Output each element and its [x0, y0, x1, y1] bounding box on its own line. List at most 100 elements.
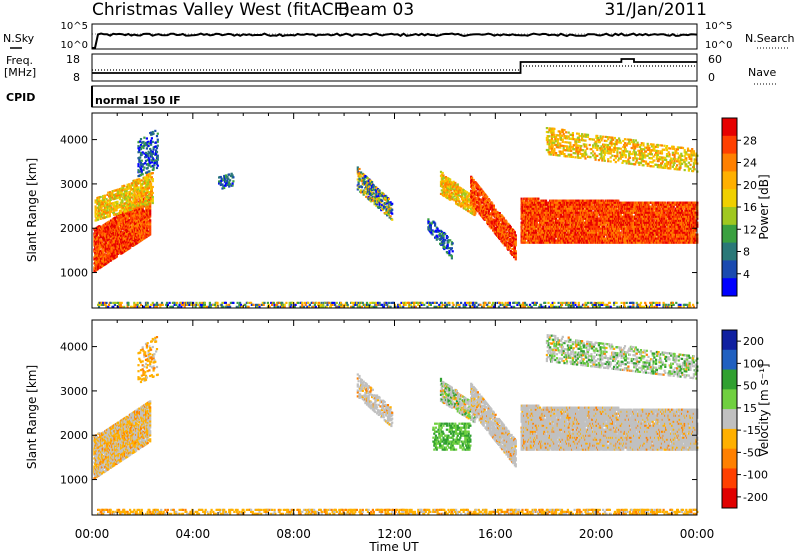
scatter-cell [103, 208, 106, 211]
scatter-cell [125, 220, 128, 223]
scatter-cell [131, 208, 134, 211]
scatter-cell [144, 159, 148, 162]
scatter-cell [95, 238, 98, 241]
scatter-cell [130, 196, 133, 199]
scatter-cell [95, 234, 98, 237]
scatter-cell [133, 191, 136, 194]
scatter-cell [142, 146, 145, 150]
scatter-cell [149, 231, 152, 234]
scatter-cell [391, 218, 394, 221]
scatter-cell [141, 201, 144, 204]
scatter-cell [482, 191, 485, 194]
scatter-cell [108, 201, 111, 204]
scatter-cell [382, 193, 385, 196]
scatter-cell [533, 239, 536, 242]
scatter-cell [461, 192, 464, 195]
scatter-cell [138, 150, 141, 153]
scatter-cell [107, 258, 110, 262]
scatter-cell [435, 238, 438, 241]
scatter-cell [146, 203, 149, 206]
scatter-cell [101, 213, 104, 216]
scatter-cell [125, 197, 128, 201]
scatter-cell [358, 175, 361, 179]
scatter-cell [120, 218, 123, 221]
scatter-cell [440, 175, 443, 178]
scatter-cell [137, 169, 140, 172]
scatter-cell [134, 203, 137, 206]
scatter-cell [229, 179, 232, 182]
scatter-cell [113, 195, 116, 198]
scatter-cell [128, 201, 131, 204]
scatter-cell [149, 180, 152, 183]
scatter-cell [149, 202, 152, 205]
scatter-cell [145, 201, 148, 204]
scatter-cell [142, 180, 145, 183]
scatter-cell [505, 228, 508, 231]
scatter-cell [441, 177, 444, 181]
nsky-panel: 10^5 10^0 10^5 10^0 [61, 21, 733, 51]
scatter-cell [150, 165, 153, 168]
scatter-cell [486, 213, 489, 217]
scatter-cell [124, 196, 127, 199]
scatter-cell [459, 189, 462, 192]
scatter-cell [146, 167, 149, 170]
scatter-cell [131, 182, 134, 185]
scatter-cell [134, 201, 137, 204]
scatter-cell [132, 199, 135, 202]
scatter-cell [99, 217, 102, 220]
scatter-cell [465, 191, 469, 194]
scatter-cell [528, 197, 531, 200]
scatter-cell [470, 175, 473, 178]
scatter-cell [514, 252, 517, 255]
scatter-cell [385, 195, 388, 198]
scatter-cell [120, 195, 123, 198]
scatter-cell [431, 233, 434, 236]
scatter-cell [148, 164, 151, 167]
scatter-cell [108, 220, 111, 223]
scatter-cell [539, 225, 542, 228]
scatter-cell [123, 184, 126, 187]
scatter-cell [120, 216, 123, 219]
scatter-cell [96, 242, 99, 245]
scatter-cell [139, 193, 142, 196]
scatter-cell [597, 225, 600, 228]
scatter-cell [126, 238, 129, 241]
scatter-cell [456, 195, 459, 198]
scatter-cell [131, 194, 134, 197]
scatter-cell [95, 209, 98, 212]
scatter-cell [481, 201, 484, 204]
scatter-cell [147, 140, 150, 143]
scatter-cell [115, 193, 118, 196]
scatter-cell [371, 185, 374, 188]
scatter-cell [102, 248, 105, 251]
scatter-cell [439, 232, 442, 235]
scatter-cell [148, 191, 151, 194]
scatter-cell [526, 229, 529, 232]
scatter-cell [581, 227, 585, 230]
scatter-cell [378, 203, 381, 206]
scatter-cell [130, 238, 133, 241]
scatter-cell [156, 164, 159, 167]
scatter-cell [139, 170, 142, 173]
scatter-cell [446, 252, 449, 255]
scatter-cell [115, 209, 118, 212]
scatter-cell [134, 179, 137, 182]
scatter-cell [138, 148, 141, 151]
scatter-cell [139, 156, 142, 159]
scatter-cell [141, 151, 144, 154]
scatter-cell [509, 225, 512, 229]
scatter-cell [528, 211, 531, 214]
scatter-cell [94, 211, 97, 214]
scatter-cell [218, 180, 221, 183]
scatter-cell [104, 235, 107, 238]
scatter-cell [362, 183, 365, 186]
scatter-cell [533, 233, 536, 236]
scatter-cell [139, 144, 143, 147]
scatter-cell [98, 237, 101, 240]
scatter-cell [228, 181, 231, 184]
scatter-cell [151, 164, 154, 167]
scatter-cell [137, 204, 140, 207]
scatter-cell [436, 227, 439, 230]
scatter-cell [100, 259, 103, 262]
